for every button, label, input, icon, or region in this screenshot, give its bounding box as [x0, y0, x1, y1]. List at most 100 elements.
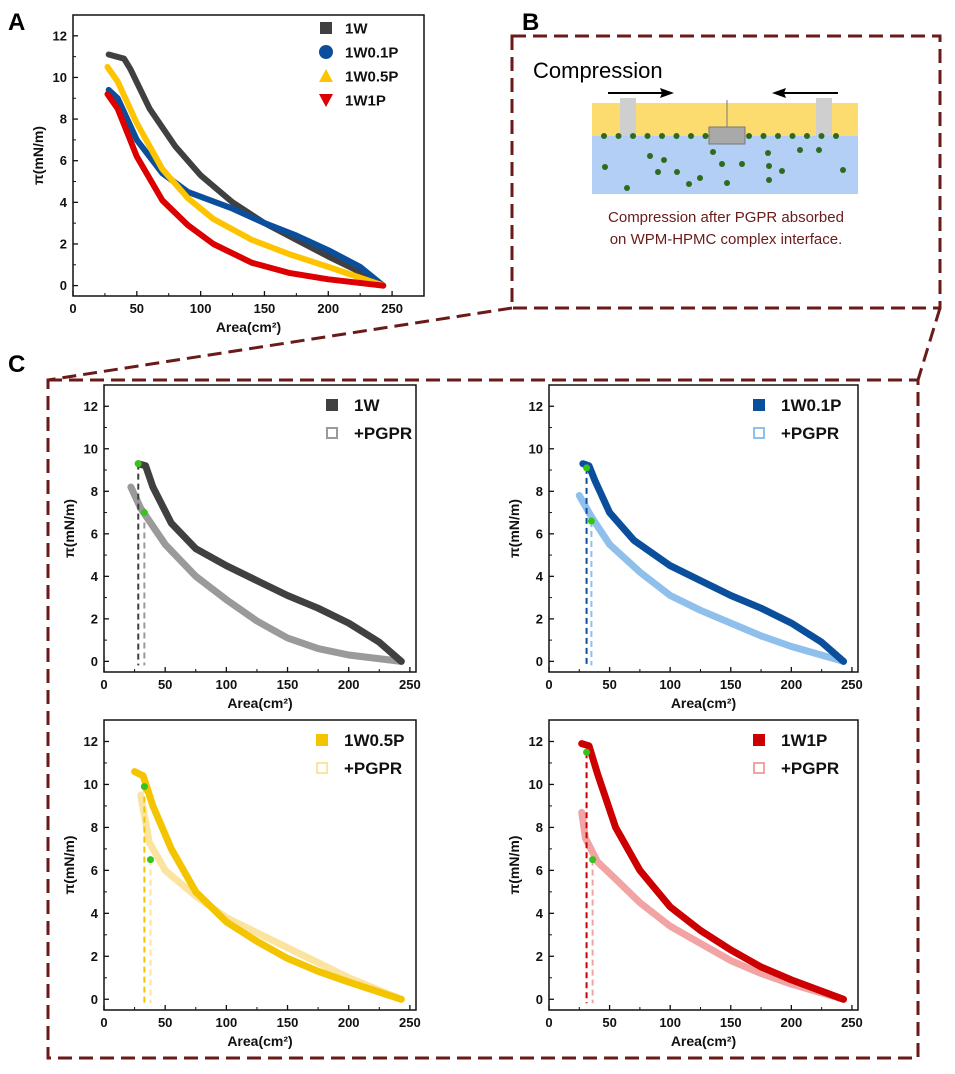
- y-tick-label: 8: [91, 820, 98, 835]
- particles: [601, 133, 846, 191]
- bulk-particle: [766, 177, 772, 183]
- bulk-particle: [739, 161, 745, 167]
- collapse-point: [583, 464, 591, 472]
- x-tick-label: 0: [100, 1015, 107, 1030]
- chart-a-isotherms: 0 2 4 6 8 10 12 0 50 100 150 200 250 Area(cm²) π(mN/m)…: [30, 14, 425, 335]
- series-line-1w: [134, 460, 405, 665]
- panel-label-b: B: [522, 9, 539, 36]
- bulk-particle: [840, 167, 846, 173]
- y-tick-label: 0: [91, 654, 98, 669]
- y-tick-label: 10: [529, 777, 543, 792]
- y-tick-label: 4: [536, 906, 544, 921]
- collapse-point: [140, 783, 148, 791]
- y-tick-label: 4: [536, 569, 544, 584]
- x-tick-label: 150: [720, 677, 742, 692]
- y-tick-label: 0: [60, 278, 67, 293]
- panel-label-a: A: [8, 9, 25, 36]
- x-tick-label: 250: [841, 1015, 863, 1030]
- collapse-point: [587, 517, 595, 525]
- legend-marker-open-square-icon: [753, 762, 765, 774]
- bulk-particle: [697, 175, 703, 181]
- interface-particle: [804, 133, 810, 139]
- y-tick-label: 8: [536, 820, 543, 835]
- x-tick-label: 50: [602, 677, 616, 692]
- legend-label: +PGPR: [354, 424, 412, 443]
- series-line--pgpr: [137, 791, 405, 1003]
- y-tick-label: 6: [91, 863, 98, 878]
- chart-c-1w0-5p: 0 2 4 6 8 10 12 0 50 100 150 200 250 Area(cm²) π(mN/m)…: [61, 719, 421, 1049]
- legend-label: 1W: [354, 396, 380, 415]
- bulk-particle: [624, 185, 630, 191]
- arrow-right-icon: [608, 88, 674, 98]
- y-tick-label: 6: [91, 526, 98, 541]
- interface-particle: [659, 133, 665, 139]
- chart-c-1w: 0 2 4 6 8 10 12 0 50 100 150 200 250 Area(cm²) π(mN/m)…: [61, 384, 421, 711]
- x-tick-label: 50: [130, 301, 144, 316]
- legend-label: 1W0.1P: [781, 396, 841, 415]
- bulk-particle: [661, 157, 667, 163]
- schematic-caption-line2: on WPM-HPMC complex interface.: [610, 231, 843, 248]
- x-tick-label: 150: [720, 1015, 742, 1030]
- bulk-particle: [797, 147, 803, 153]
- series-line--pgpr: [127, 483, 405, 665]
- y-tick-label: 6: [536, 863, 543, 878]
- y-tick-label: 4: [91, 569, 99, 584]
- bulk-particle: [710, 149, 716, 155]
- y-tick-label: 0: [91, 992, 98, 1007]
- arrow-left-icon: [772, 88, 838, 98]
- plot-frame: [548, 384, 859, 673]
- legend-marker-square-icon: [320, 22, 332, 34]
- x-tick-label: 250: [841, 677, 863, 692]
- x-tick-label: 200: [338, 677, 360, 692]
- x-tick-label: 100: [190, 301, 212, 316]
- x-tick-label: 0: [545, 1015, 552, 1030]
- x-tick-label: 150: [277, 677, 299, 692]
- y-tick-label: 8: [60, 112, 67, 127]
- bulk-particle: [765, 150, 771, 156]
- water-phase: [592, 136, 858, 194]
- series-line-1w1p: [104, 91, 387, 289]
- legend-marker-open-square-icon: [753, 427, 765, 439]
- series-line--pgpr: [575, 492, 847, 665]
- y-axis-label: π(mN/m): [61, 836, 77, 895]
- legend-label: 1W0.1P: [345, 44, 398, 61]
- y-tick-label: 8: [536, 484, 543, 499]
- barrier-left: [620, 98, 636, 136]
- wilhelmy-plate: [708, 126, 746, 145]
- y-tick-label: 10: [53, 70, 67, 85]
- bulk-particle: [647, 153, 653, 159]
- schematic-title: Compression: [533, 58, 663, 83]
- x-axis-label: Area(cm²): [671, 695, 736, 711]
- panel-c-frame: [46, 378, 920, 1060]
- x-tick-label: 100: [659, 1015, 681, 1030]
- series-line-1w0-5p: [104, 64, 387, 289]
- panel-b-frame: [510, 34, 942, 310]
- y-tick-label: 6: [536, 526, 543, 541]
- interface-particle: [601, 133, 607, 139]
- legend-label: 1W: [345, 20, 368, 37]
- bulk-particle: [766, 163, 772, 169]
- plot-frame: [548, 719, 859, 1011]
- y-tick-label: 2: [536, 611, 543, 626]
- interface-particle: [644, 133, 651, 139]
- x-tick-label: 200: [781, 677, 803, 692]
- series-line-1w0-1p: [105, 86, 387, 289]
- x-axis-label: Area(cm²): [227, 695, 292, 711]
- series-line-1w0-1p: [579, 460, 847, 665]
- compression-schematic: Compression Compression after PGPR absor…: [533, 58, 858, 248]
- y-tick-label: 2: [91, 611, 98, 626]
- y-tick-label: 10: [84, 777, 98, 792]
- x-tick-label: 0: [100, 677, 107, 692]
- barrier-right: [816, 98, 832, 136]
- interface-particle: [746, 133, 752, 139]
- interface-particle: [673, 133, 680, 139]
- y-tick-label: 12: [53, 28, 67, 43]
- x-tick-label: 100: [216, 677, 238, 692]
- y-axis-label: π(mN/m): [61, 499, 77, 558]
- interface-particle: [702, 133, 709, 139]
- legend-marker-triangle-down-icon: [319, 94, 333, 107]
- chart-c-1w0-1p: 0 2 4 6 8 10 12 0 50 100 150 200 250 Area(cm²) π(mN/m)…: [506, 384, 863, 711]
- zoom-connector-right: [916, 307, 942, 381]
- x-axis-label: Area(cm²): [216, 319, 281, 335]
